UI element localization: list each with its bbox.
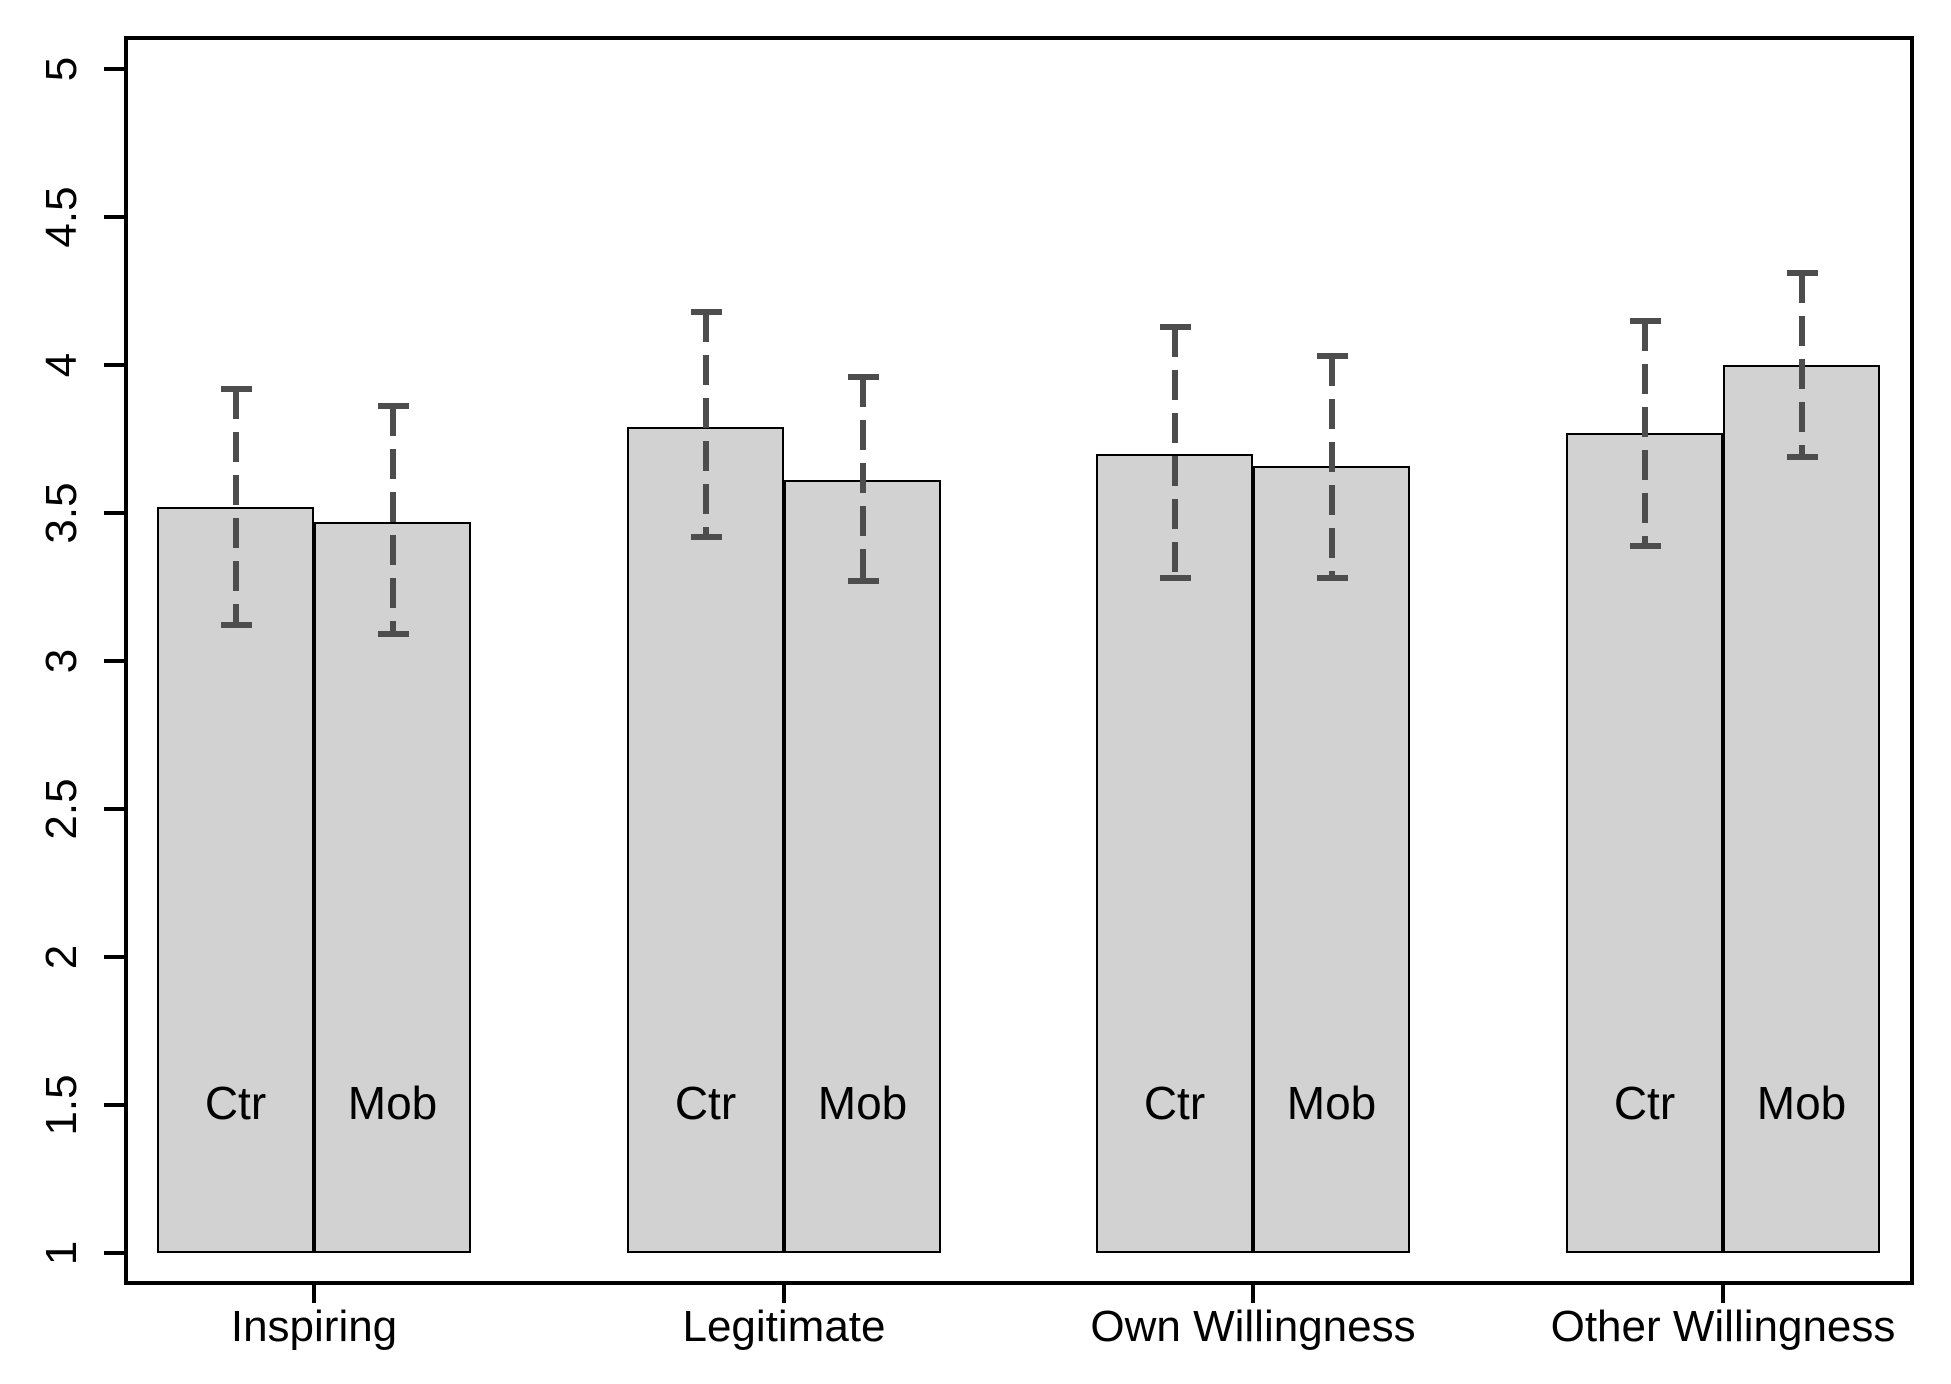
- y-axis-tick: [104, 807, 124, 811]
- bar-condition-label: Ctr: [1143, 1077, 1206, 1129]
- y-axis-tick: [104, 215, 124, 219]
- error-bar-cap-top: [1316, 353, 1348, 360]
- y-axis-tick-label: 3.5: [37, 482, 86, 544]
- bar-condition-label: Ctr: [204, 1077, 267, 1129]
- bar: [314, 521, 471, 1253]
- error-bar-cap-top: [1629, 317, 1661, 324]
- error-bar-cap-bottom: [847, 578, 879, 585]
- y-axis-tick: [104, 1251, 124, 1255]
- error-bar-cap-top: [847, 373, 879, 380]
- error-bar-cap-bottom: [1159, 575, 1191, 582]
- error-bar-cap-bottom: [220, 622, 252, 629]
- error-bar-line: [389, 406, 396, 635]
- bar-condition-label: Ctr: [1613, 1077, 1676, 1129]
- y-axis-tick: [104, 1103, 124, 1107]
- bar-condition-label: Mob: [1286, 1077, 1377, 1129]
- x-axis-tick: [782, 1285, 786, 1303]
- y-axis-tick: [104, 363, 124, 367]
- error-bar-cap-bottom: [1629, 542, 1661, 549]
- y-axis-tick-label: 4: [37, 352, 86, 378]
- y-axis-tick-label: 2.5: [37, 778, 86, 840]
- bar: [157, 507, 314, 1253]
- y-axis-tick: [104, 67, 124, 71]
- bar: [1253, 465, 1410, 1253]
- bar-condition-label: Mob: [347, 1077, 438, 1129]
- bar: [1096, 453, 1253, 1253]
- x-category-label: Own Willingness: [1090, 1302, 1416, 1351]
- error-bar-cap-top: [377, 403, 409, 410]
- error-bar-line: [1641, 320, 1648, 546]
- error-bar-line: [859, 376, 866, 582]
- y-axis-tick: [104, 659, 124, 663]
- error-bar-line: [1798, 273, 1805, 457]
- error-bar-line: [702, 311, 709, 537]
- x-axis-tick: [312, 1285, 316, 1303]
- y-axis-tick: [104, 955, 124, 959]
- y-axis-tick-label: 4.5: [37, 186, 86, 248]
- y-axis-tick-label: 3: [37, 648, 86, 674]
- bar: [627, 427, 784, 1253]
- error-bar-line: [1328, 356, 1335, 579]
- error-bar-line: [232, 388, 239, 626]
- error-bar-cap-bottom: [1786, 453, 1818, 460]
- error-bar-cap-bottom: [377, 631, 409, 638]
- x-category-label: Other Willingness: [1550, 1302, 1896, 1351]
- x-category-label: Inspiring: [230, 1302, 398, 1351]
- bar: [1566, 433, 1723, 1253]
- error-bar-cap-top: [220, 385, 252, 392]
- y-axis-tick: [104, 511, 124, 515]
- y-axis-tick-label: 1.5: [37, 1074, 86, 1136]
- bar-condition-label: Mob: [1756, 1077, 1847, 1129]
- x-axis-tick: [1721, 1285, 1725, 1303]
- error-bar-cap-top: [1159, 323, 1191, 330]
- bar-condition-label: Mob: [817, 1077, 908, 1129]
- y-axis-tick-label: 5: [37, 56, 86, 82]
- y-axis-tick-label: 1: [37, 1240, 86, 1266]
- x-category-label: Legitimate: [682, 1302, 886, 1351]
- x-axis-tick: [1251, 1285, 1255, 1303]
- error-bar-cap-bottom: [1316, 575, 1348, 582]
- error-bar-line: [1171, 326, 1178, 579]
- bar: [784, 480, 941, 1253]
- error-bar-cap-top: [1786, 270, 1818, 277]
- plot-area-box: [124, 36, 1914, 1285]
- y-axis-tick-label: 2: [37, 944, 86, 970]
- bar-condition-label: Ctr: [674, 1077, 737, 1129]
- error-bar-cap-top: [690, 308, 722, 315]
- error-bar-cap-bottom: [690, 533, 722, 540]
